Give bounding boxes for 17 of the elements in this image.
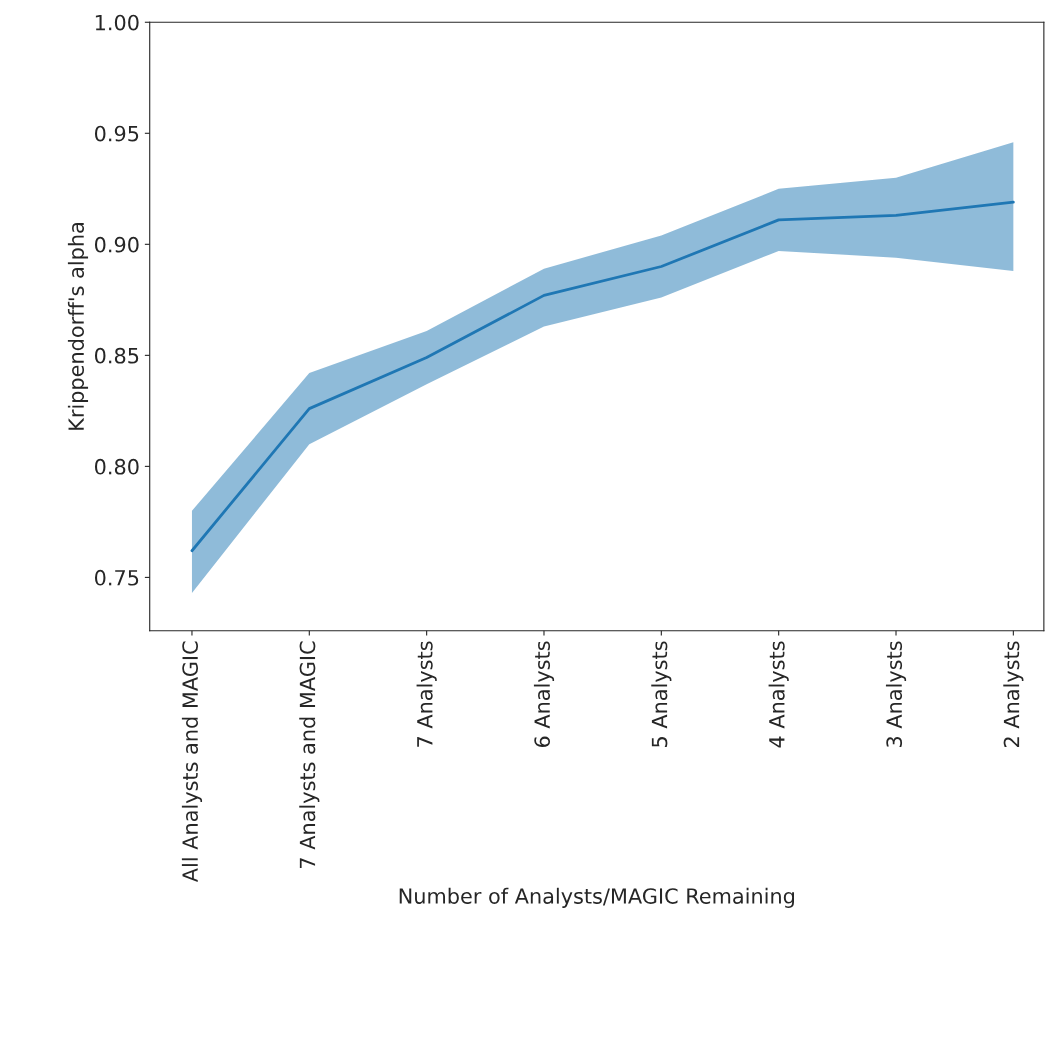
x-axis-title: Number of Analysts/MAGIC Remaining <box>399 887 794 908</box>
y-tick-label: 1.00 <box>95 14 139 31</box>
x-tick-label: All Analysts and MAGIC <box>181 641 203 883</box>
y-tick-label: 0.85 <box>94 347 139 364</box>
x-tick-label: 4 Analysts <box>768 641 789 748</box>
y-tick-label: 0.75 <box>94 569 139 586</box>
y-tick-label: 0.90 <box>94 236 139 253</box>
x-tick-label: 7 Analysts and MAGIC <box>299 641 320 868</box>
x-tick-label: 6 Analysts <box>533 641 555 748</box>
x-tick-label: 3 Analysts <box>885 641 907 747</box>
y-tick-label: 0.80 <box>94 458 139 475</box>
x-tick-label: 5 Analysts <box>651 641 672 747</box>
x-tick-label: 7 Analysts <box>416 641 437 747</box>
y-axis-title: Krippendorff's alpha <box>67 223 89 430</box>
x-tick-label: 2 Analysts <box>1003 641 1024 747</box>
y-tick-label: 0.95 <box>94 125 139 142</box>
line-series <box>190 200 1015 553</box>
